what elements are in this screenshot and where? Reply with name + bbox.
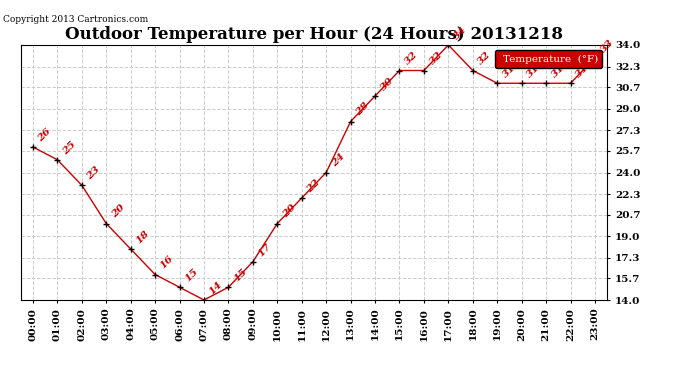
Text: 31: 31: [550, 63, 566, 80]
Text: 34: 34: [452, 24, 469, 41]
Text: 16: 16: [159, 254, 175, 271]
Text: 31: 31: [525, 63, 542, 80]
Text: 15: 15: [232, 267, 248, 284]
Title: Outdoor Temperature per Hour (24 Hours) 20131218: Outdoor Temperature per Hour (24 Hours) …: [65, 27, 563, 44]
Text: 18: 18: [135, 228, 151, 245]
Text: 32: 32: [477, 50, 493, 67]
Text: 28: 28: [354, 101, 371, 118]
Text: 17: 17: [257, 241, 273, 258]
Text: 31: 31: [574, 63, 591, 80]
Text: 23: 23: [86, 165, 102, 182]
Text: 22: 22: [306, 177, 322, 194]
Text: 20: 20: [110, 203, 126, 220]
Text: 31: 31: [501, 63, 518, 80]
Text: 32: 32: [428, 50, 444, 67]
Text: 33: 33: [599, 37, 615, 54]
Text: Copyright 2013 Cartronics.com: Copyright 2013 Cartronics.com: [3, 15, 149, 24]
Legend: Temperature  (°F): Temperature (°F): [495, 50, 602, 68]
Text: 30: 30: [379, 75, 395, 92]
Text: 14: 14: [208, 279, 224, 296]
Text: 26: 26: [37, 126, 53, 143]
Text: 25: 25: [61, 139, 78, 156]
Text: 20: 20: [281, 203, 297, 220]
Text: 24: 24: [330, 152, 346, 169]
Text: 32: 32: [403, 50, 420, 67]
Text: 15: 15: [184, 267, 200, 284]
